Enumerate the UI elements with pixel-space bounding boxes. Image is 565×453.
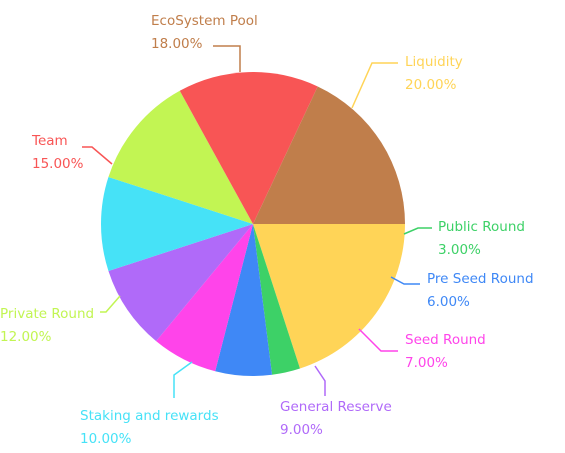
callout-lines xyxy=(82,45,432,398)
pie-slice-general-reserve xyxy=(108,224,253,342)
pie-slice-pre-seed-round xyxy=(215,224,273,376)
callout-line-general-reserve xyxy=(314,365,326,396)
slice-label-public-round: Public Round xyxy=(438,219,525,235)
slice-value-general-reserve: 9.00% xyxy=(280,422,323,438)
callout-line-public-round xyxy=(403,227,432,235)
slice-value-seed-round: 7.00% xyxy=(405,355,448,371)
callout-line-seed-round xyxy=(358,328,398,352)
slice-value-public-round: 3.00% xyxy=(438,242,481,258)
pie-slice-seed-round xyxy=(156,224,253,372)
pie-slice-ecosystem-pool xyxy=(253,86,405,224)
callout-line-private-round xyxy=(100,295,121,313)
slice-label-private-round: Private Round xyxy=(0,306,94,322)
slice-value-pre-seed-round: 6.00% xyxy=(427,294,470,310)
callout-line-liquidity xyxy=(351,62,398,109)
pie-slice-liquidity xyxy=(253,224,405,369)
slice-label-ecosystem-pool: EcoSystem Pool xyxy=(151,13,258,29)
slice-value-liquidity: 20.00% xyxy=(405,77,457,93)
slice-label-staking-and-rewards: Staking and rewards xyxy=(80,408,219,424)
callout-line-team xyxy=(82,146,113,165)
slice-label-pre-seed-round: Pre Seed Round xyxy=(427,271,534,287)
pie-slice-private-round xyxy=(108,90,253,224)
callout-line-ecosystem-pool xyxy=(213,45,241,72)
pie-slice-staking-and-rewards xyxy=(101,177,253,271)
pie-slices xyxy=(101,72,405,376)
callout-line-pre-seed-round xyxy=(390,276,420,285)
slice-value-team: 15.00% xyxy=(32,156,84,172)
slice-label-team: Team xyxy=(31,133,68,149)
slice-labels: Liquidity 20.00% Public Round 3.00% Pre Seed… xyxy=(0,13,534,447)
slice-value-staking-and-rewards: 10.00% xyxy=(80,431,132,447)
callout-line-staking-and-rewards xyxy=(173,361,193,398)
slice-label-general-reserve: General Reserve xyxy=(280,399,392,415)
pie-slice-team xyxy=(179,72,318,224)
slice-value-ecosystem-pool: 18.00% xyxy=(151,36,203,52)
slice-label-seed-round: Seed Round xyxy=(405,332,486,348)
slice-value-private-round: 12.00% xyxy=(0,329,52,345)
slice-label-liquidity: Liquidity xyxy=(405,54,463,70)
pie-slice-public-round xyxy=(253,224,300,375)
